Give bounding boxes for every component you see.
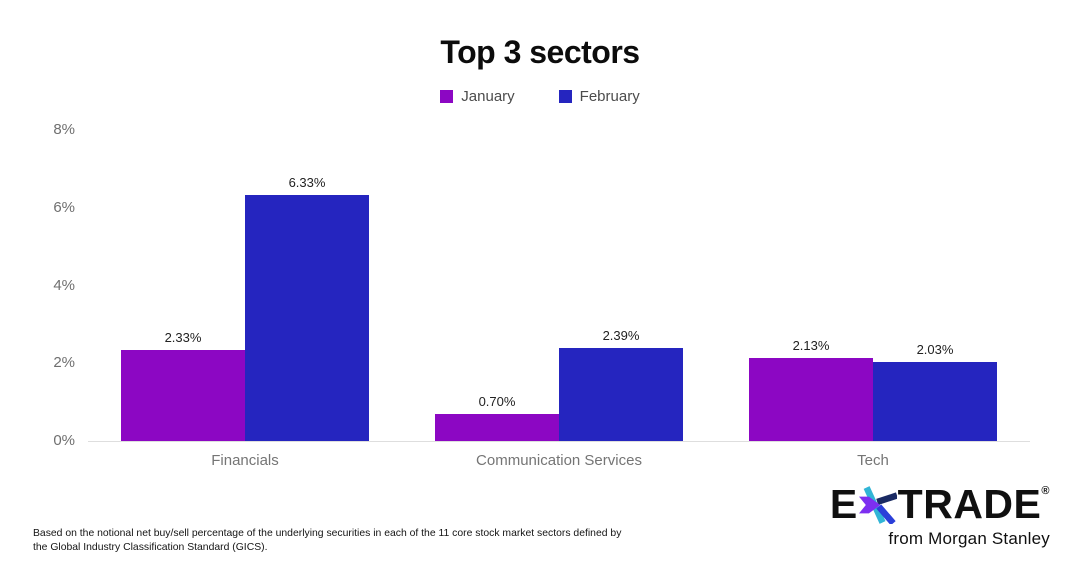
category-label-tech: Tech	[857, 452, 889, 469]
bar-value-label: 0.70%	[478, 393, 516, 409]
etrade-wordmark: E TRADE ®	[830, 484, 1050, 525]
legend-item-february: February	[558, 88, 640, 105]
etrade-logo: E TRADE ® from Morgan Stanley	[830, 484, 1050, 549]
category-label-communication-services: Communication Services	[476, 452, 642, 469]
bar-january-tech: 2.13%	[749, 338, 873, 441]
y-tick-label: 0%	[53, 432, 75, 449]
bar-value-label: 6.33%	[288, 174, 326, 190]
bar-february-tech: 2.03%	[873, 342, 997, 441]
wordmark-trade: TRADE	[897, 481, 1042, 527]
footnote: Based on the notional net buy/sell perce…	[33, 527, 621, 555]
footnote-line-1: Based on the notional net buy/sell perce…	[33, 528, 622, 539]
chart-legend: January February	[0, 88, 1080, 105]
bar-group-financials: 2.33% 6.33%	[121, 175, 369, 441]
y-tick-label: 4%	[53, 276, 75, 294]
x-axis-line	[88, 441, 1030, 442]
february-swatch-icon	[558, 90, 572, 103]
bar-january-communication-services: 0.70%	[435, 394, 559, 441]
registered-trademark-symbol: ®	[1041, 485, 1050, 497]
legend-label-february: February	[579, 88, 640, 105]
legend-item-january: January	[440, 88, 515, 105]
bar-group-communication-services: 0.70% 2.39%	[435, 328, 683, 441]
bar-value-label: 2.39%	[602, 328, 640, 344]
y-tick-label: 2%	[53, 354, 75, 372]
january-swatch-icon	[440, 90, 454, 103]
y-tick-label: 6%	[53, 198, 75, 216]
etrade-asterisk-icon	[858, 485, 897, 524]
legend-label-january: January	[461, 88, 515, 105]
bar-february-financials: 6.33%	[245, 175, 369, 441]
bar-january-financials: 2.33%	[121, 330, 245, 441]
chart-title: Top 3 sectors	[440, 34, 640, 70]
bar-february-communication-services: 2.39%	[559, 328, 683, 441]
bar-group-tech: 2.13% 2.03%	[749, 338, 997, 441]
category-label-financials: Financials	[211, 452, 279, 469]
logo-tagline: from Morgan Stanley	[888, 529, 1050, 548]
bar-value-label: 2.33%	[164, 330, 202, 346]
bar-value-label: 2.13%	[792, 338, 830, 354]
footnote-line-2: the Global Industry Classification Stand…	[33, 541, 268, 553]
y-tick-label: 8%	[53, 121, 75, 138]
bar-value-label: 2.03%	[916, 342, 954, 358]
wordmark-e: E	[829, 481, 858, 527]
